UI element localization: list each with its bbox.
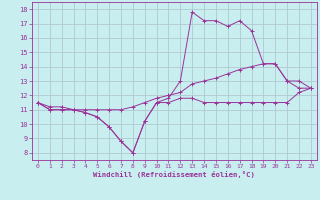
X-axis label: Windchill (Refroidissement éolien,°C): Windchill (Refroidissement éolien,°C) — [93, 171, 255, 178]
